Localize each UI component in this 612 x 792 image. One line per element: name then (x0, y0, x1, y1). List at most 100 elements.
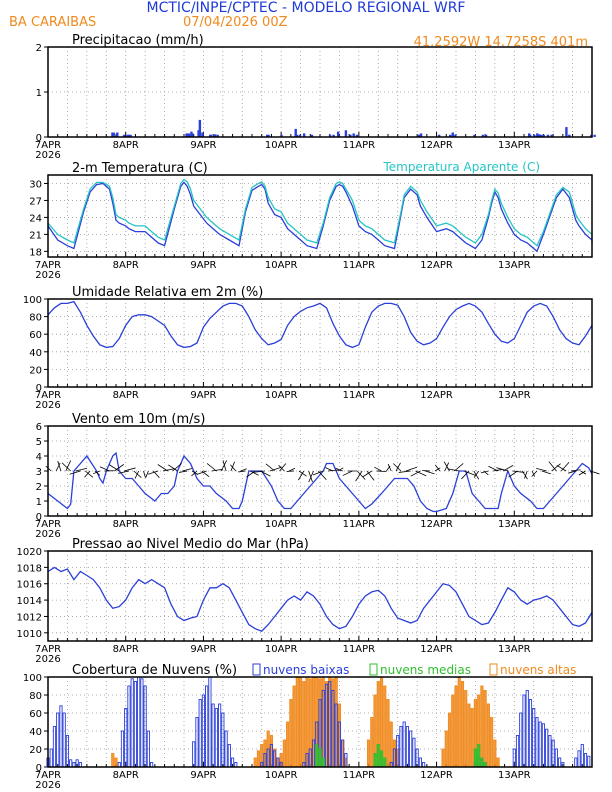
y-tick-label: 1 (36, 88, 42, 99)
precip-bar (187, 133, 191, 137)
wind-arrow (99, 466, 110, 472)
x-tick-label: 9APR (190, 770, 216, 781)
cloud-bar-high (480, 685, 484, 768)
legend-apparent-temp: Temperatura Aparente (C) (382, 160, 540, 174)
panel-6: 0 20 40 60 80 100 7APR 8APR 9APR 10APR 11APR 12APR 1… (23, 663, 593, 791)
panel-frame (47, 174, 593, 258)
precip-bar (336, 131, 340, 137)
x-year-label: 2026 (35, 529, 60, 540)
precip-bar (191, 133, 194, 137)
cloud-bar-low (140, 678, 144, 768)
x-year-label: 2026 (35, 780, 60, 791)
wind-arrow (447, 468, 460, 472)
x-tick-label: 9APR (190, 644, 216, 655)
precip-bar (546, 134, 550, 137)
x-tick-label: 7APR (35, 140, 61, 151)
wind-arrow (531, 470, 538, 477)
x-tick-label: 9APR (190, 390, 216, 401)
cloud-bar-low (538, 721, 542, 768)
precip-bar (129, 134, 132, 137)
wind-arrow (463, 470, 476, 476)
x-tick-label: 11APR (343, 644, 376, 655)
cloud-bar-mid (376, 744, 380, 768)
wind-arrow (536, 468, 547, 472)
precip-bar (197, 130, 200, 137)
wind-arrow (328, 469, 338, 472)
precip-bar (484, 134, 488, 137)
x-tick-label: 12APR (420, 644, 453, 655)
cloud-bar-low (127, 685, 131, 768)
wind-arrow (560, 461, 570, 472)
panel-title: Vento em 10m (m/s) (72, 412, 205, 427)
cloud-bar-low (224, 730, 228, 768)
cloud-bar-high (292, 685, 296, 768)
x-tick-label: 10APR (265, 390, 298, 401)
panel-frame (47, 550, 593, 642)
y-tick-label: 30 (29, 179, 42, 190)
wind-arrow (524, 470, 528, 479)
wind-arrow (69, 470, 81, 475)
cloud-bar-low (399, 726, 403, 768)
precip-bar (332, 134, 335, 137)
wind-arrow (512, 470, 525, 473)
cloud-bar-high (370, 717, 374, 768)
x-tick-label: 11APR (343, 140, 376, 151)
cloud-bar-low (519, 712, 523, 768)
cloud-bar-low (143, 685, 147, 768)
y-tick-label: 1016 (17, 580, 42, 591)
y-tick-label: 0 (36, 763, 42, 774)
wind-arrow (133, 470, 142, 478)
x-tick-label: 9APR (190, 140, 216, 151)
x-tick-label: 13APR (498, 519, 531, 530)
cloud-bar-high (470, 708, 474, 768)
cloud-bar-mid (321, 757, 325, 768)
wind-arrow (551, 463, 561, 472)
precip-bar (198, 119, 202, 137)
y-tick-label: 20 (29, 745, 42, 756)
x-tick-label: 12APR (420, 519, 453, 530)
cloud-bar-high (295, 676, 299, 768)
y-tick-label: 18 (29, 247, 42, 258)
cloud-bar-low (133, 681, 138, 768)
y-tick-label: 2 (36, 482, 42, 493)
wind-arrow (493, 468, 503, 472)
header-station: BA CARAIBAS (9, 15, 96, 30)
x-tick-label: 10APR (265, 644, 298, 655)
wind-arrow (211, 468, 224, 472)
wind-arrow (415, 470, 427, 477)
y-tick-label: 1018 (17, 563, 42, 574)
cloud-bar-low (515, 735, 520, 768)
wind-arrow (289, 467, 296, 472)
legend-label-0: nuvens baixas (263, 663, 349, 677)
cloud-bar-low (574, 757, 578, 768)
precip-bar (126, 134, 129, 137)
cloud-bar-high (486, 703, 490, 768)
wind-arrow (374, 466, 382, 472)
x-year-label: 2026 (35, 150, 60, 161)
cloud-bar-mid (473, 748, 478, 768)
wind-arrow (206, 463, 217, 472)
cloud-bar-high (454, 685, 458, 768)
panel-title: Precipitacao (mm/h) (72, 33, 204, 48)
x-tick-label: 8APR (113, 140, 139, 151)
cloud-bar-high (460, 681, 465, 768)
y-tick-label: 2 (36, 43, 42, 54)
wind-arrow (578, 470, 586, 476)
precip-bar (539, 134, 543, 137)
x-tick-label: 10APR (265, 260, 298, 271)
wind-arrow (541, 470, 551, 475)
precip-bar (213, 134, 217, 137)
precip-bar (122, 134, 126, 137)
cloud-bar-low (583, 753, 588, 768)
y-tick-label: 24 (29, 213, 42, 224)
wind-arrow (376, 470, 387, 473)
cloud-bar-high (441, 748, 445, 768)
wind-arrow (461, 470, 470, 480)
panel-title: Pressao ao Nivel Medio do Mar (hPa) (72, 537, 309, 552)
cloud-bar-mid (373, 753, 377, 768)
precip-bar (128, 134, 131, 137)
cloud-bar-low (198, 699, 202, 768)
cloud-bar-high (444, 730, 448, 768)
x-tick-label: 9APR (190, 519, 216, 530)
x-tick-label: 7APR (35, 519, 61, 530)
